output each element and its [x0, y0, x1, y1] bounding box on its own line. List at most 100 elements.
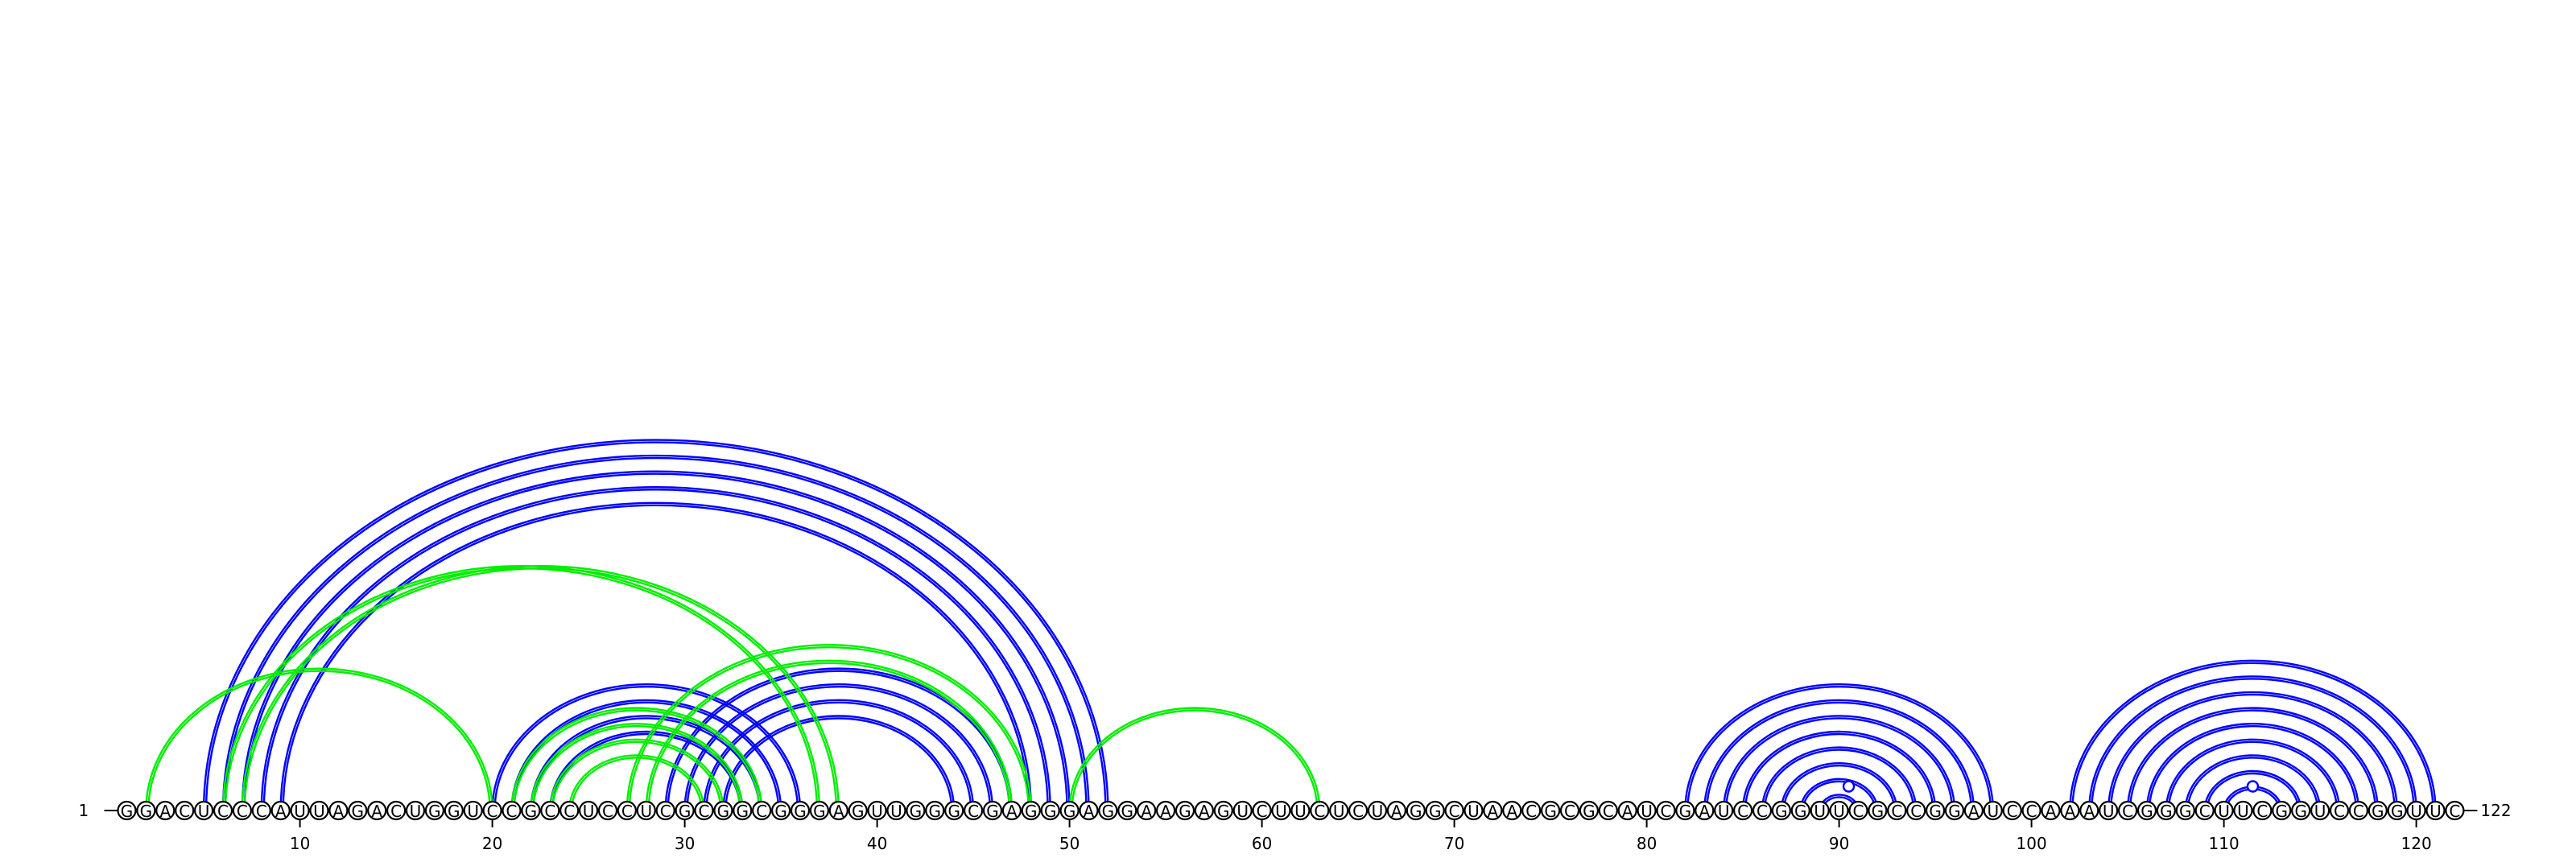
nucleotide-letter: G: [1410, 802, 1422, 821]
nucleotide-letter: G: [2276, 802, 2289, 821]
nucleotide: G: [1117, 800, 1137, 821]
axis-tick-label: 100: [2017, 834, 2047, 853]
nucleotide: G: [2387, 800, 2407, 821]
base-pair-arc: [510, 699, 782, 811]
nucleotide-letter: A: [1199, 802, 1210, 821]
base-pair-arc: [1799, 778, 1879, 811]
nucleotide-letter: U: [2429, 802, 2442, 821]
nucleotide-letter: G: [852, 802, 865, 821]
base-pair-arc: [1723, 715, 1956, 811]
nucleotide-letter: C: [1757, 802, 1768, 821]
nucleotide-letter: U: [1814, 802, 1826, 821]
nucleotide-letter: C: [217, 802, 229, 821]
nucleotide: U: [2214, 800, 2234, 821]
nucleotide: G: [2175, 800, 2195, 821]
nucleotide-letter: U: [2103, 802, 2115, 821]
nucleotide-letter: G: [737, 802, 749, 821]
nucleotide: C: [1733, 800, 1753, 821]
nucleotide-letter: C: [1314, 802, 1325, 821]
nucleotide: U: [2425, 800, 2446, 821]
nucleotide-letter: C: [1661, 802, 1672, 821]
nucleotide: U: [867, 800, 887, 821]
base-pair-arc: [2069, 659, 2437, 811]
nucleotide: A: [2060, 800, 2080, 821]
nucleotide-letter: C: [1525, 802, 1537, 821]
nucleotide-letter: C: [390, 802, 402, 821]
nucleotide-letter: A: [1160, 802, 1171, 821]
nucleotide: A: [1079, 800, 1099, 821]
nucleotide-letter: A: [1699, 802, 1710, 821]
nucleotide-letter: U: [1294, 802, 1307, 821]
base-pair-arc: [491, 683, 802, 811]
axis-tick-label: 90: [1829, 834, 1849, 853]
nucleotide: C: [694, 800, 714, 821]
nucleotide-letter: C: [2122, 802, 2133, 821]
nucleotide-letter: U: [1372, 802, 1384, 821]
nucleotide-letter: G: [1794, 802, 1807, 821]
nucleotide: C: [963, 800, 984, 821]
nucleotide: C: [2194, 800, 2215, 821]
base-pair-arc: [2088, 675, 2417, 811]
nucleotide: C: [752, 800, 772, 821]
nucleotide-letter: G: [448, 802, 460, 821]
nucleotide-letter: U: [890, 802, 902, 821]
nucleotide: U: [463, 800, 483, 821]
nucleotide-letter: U: [640, 802, 652, 821]
nucleotide-letter: U: [1718, 802, 1730, 821]
base-pair-arc: [1684, 683, 1994, 811]
nucleotide: U: [578, 800, 599, 821]
nucleotide-letter: C: [1891, 802, 1902, 821]
nucleotide: U: [1329, 800, 1349, 821]
nucleotide-letter: G: [1025, 802, 1038, 821]
nucleotide-letter: C: [1449, 802, 1460, 821]
nucleotide: G: [348, 800, 368, 821]
nucleotide: G: [848, 800, 868, 821]
nucleotide-letter: A: [1488, 802, 1499, 821]
nucleotide: C: [1348, 800, 1368, 821]
base-pair-arc: [241, 565, 840, 811]
nucleotide: U: [290, 800, 310, 821]
nucleotide-letter: C: [237, 802, 248, 821]
nucleotide: C: [1444, 800, 1464, 821]
nucleotide-letter: U: [410, 802, 422, 821]
base-pair-arc: [549, 738, 724, 811]
nucleotide: C: [386, 800, 407, 821]
nucleotide: C: [213, 800, 233, 821]
base-pair-arc: [145, 667, 493, 811]
nucleotide-letter: C: [506, 802, 518, 821]
nucleotide-letter: G: [1044, 802, 1057, 821]
base-pair-arc: [510, 707, 763, 811]
nucleotide: G: [675, 800, 695, 821]
nucleotide: U: [2099, 800, 2119, 821]
nucleotide-letter: G: [1217, 802, 1230, 821]
nucleotide: U: [1232, 800, 1253, 821]
nucleotide: C: [1252, 800, 1272, 821]
nucleotide: U: [636, 800, 656, 821]
loop-marker: [2246, 780, 2260, 793]
nucleotide: G: [944, 800, 964, 821]
nucleotide: A: [1194, 800, 1215, 821]
base-pair-arc: [221, 454, 1090, 811]
nucleotide-letter: C: [756, 802, 767, 821]
nucleotide: G: [1021, 800, 1041, 821]
nucleotide: G: [733, 800, 753, 821]
base-pair-arc: [202, 439, 1109, 811]
nucleotide: G: [713, 800, 733, 821]
nucleotide-letter: G: [2160, 802, 2173, 821]
nucleotide-letter: G: [1179, 802, 1191, 821]
nucleotide: C: [2021, 800, 2041, 821]
nucleotide: G: [1675, 800, 1695, 821]
nucleotide: U: [194, 800, 214, 821]
nucleotide-letter: C: [1853, 802, 1864, 821]
nucleotide: U: [1271, 800, 1291, 821]
nucleotide-letter: U: [1987, 802, 1999, 821]
nucleotide: U: [1637, 800, 1657, 821]
nucleotide: A: [367, 800, 387, 821]
nucleotide-letter: G: [2372, 802, 2384, 821]
axis-tick-label: 80: [1637, 834, 1657, 853]
base-pair-arc: [530, 723, 744, 811]
nucleotide-letter: A: [1968, 802, 1979, 821]
nucleotide-letter: U: [583, 802, 595, 821]
nucleotide: G: [906, 800, 926, 821]
